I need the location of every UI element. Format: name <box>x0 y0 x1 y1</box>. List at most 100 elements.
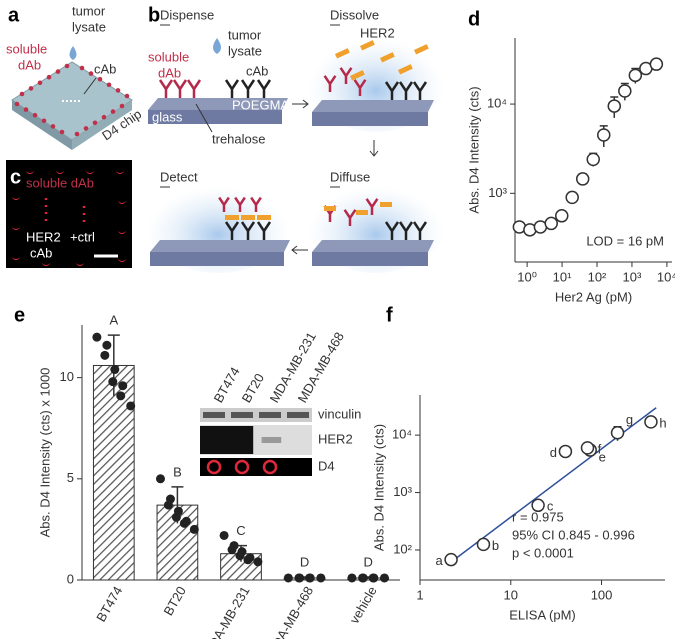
dot <box>379 573 389 583</box>
antibody <box>186 79 202 98</box>
point <box>531 498 545 513</box>
antibody <box>412 81 428 100</box>
panel-label: a <box>8 4 20 26</box>
spot <box>64 63 70 69</box>
spot <box>56 170 64 174</box>
her2 <box>380 202 392 207</box>
dot <box>253 557 263 567</box>
x-tick-label: vehicle <box>347 584 380 627</box>
cab-label: cAb <box>30 245 52 260</box>
spot <box>118 258 126 262</box>
antibody <box>398 81 414 100</box>
spot <box>116 170 124 174</box>
x-tick-label: 10² <box>588 269 607 284</box>
point <box>476 537 491 552</box>
x-tick-label: 1 <box>416 587 423 602</box>
glass-label: glass <box>152 109 183 124</box>
spot <box>19 91 25 97</box>
antibody <box>250 196 262 212</box>
point <box>618 84 632 98</box>
spot <box>97 76 103 82</box>
spot <box>50 124 56 129</box>
antibody <box>353 79 367 96</box>
x-tick-label: BT20 <box>160 584 189 618</box>
d4-spot <box>262 459 278 475</box>
dot <box>110 365 120 375</box>
antibody <box>412 221 428 240</box>
spot <box>110 109 116 114</box>
point <box>628 68 643 83</box>
y-tick-label: 10⁴ <box>487 96 507 111</box>
glass-slab <box>148 110 282 124</box>
inset-row: vinculin <box>318 406 361 421</box>
y-axis-label: Abs. D4 Intensity (cts) <box>466 86 481 213</box>
dot <box>100 350 110 360</box>
pointer <box>195 103 213 133</box>
her2 <box>350 70 365 81</box>
dot <box>358 573 368 583</box>
inset-row: HER2 <box>318 431 353 446</box>
antibody <box>224 221 240 240</box>
point <box>444 552 458 567</box>
dot <box>219 530 229 540</box>
dot <box>102 340 112 350</box>
cab-label: cAb <box>246 63 268 78</box>
her2 <box>225 215 239 220</box>
pointer <box>83 77 97 95</box>
panel-label: e <box>14 304 25 326</box>
spot <box>74 131 80 137</box>
ctrl-label: +ctrl <box>70 229 95 244</box>
step-label: Dispense <box>160 7 214 22</box>
y-tick-label: 10 <box>60 369 74 384</box>
dot <box>347 573 357 583</box>
her2 <box>398 64 413 75</box>
antibody <box>172 79 188 98</box>
x-axis-label: ELISA (pM) <box>509 607 575 622</box>
panel-label: d <box>468 8 480 30</box>
point <box>607 99 622 113</box>
dot <box>163 500 173 510</box>
blot-band <box>200 426 254 454</box>
blot-row <box>200 408 312 422</box>
lysate-label: tumor <box>228 27 262 42</box>
spot <box>106 82 112 88</box>
point-label: d <box>550 445 557 460</box>
dot <box>316 573 326 583</box>
arrow <box>291 245 308 255</box>
spot <box>32 112 38 118</box>
antibody <box>218 196 230 212</box>
point <box>558 444 573 459</box>
glass-slab <box>312 252 428 266</box>
dot <box>126 401 136 411</box>
d4-spot <box>206 459 222 475</box>
step-label: Dissolve <box>330 7 379 22</box>
antibody <box>256 79 272 98</box>
cab-label: HER2 <box>26 229 61 244</box>
x-tick-label: 10⁰ <box>517 269 537 284</box>
dot <box>118 381 128 391</box>
dot <box>116 391 126 401</box>
panel-label: c <box>10 166 21 188</box>
antibody <box>224 79 240 98</box>
soluble-label: soluble <box>6 41 47 56</box>
inset-column: BT20 <box>239 371 268 405</box>
y-tick-label: 10³ <box>393 484 412 499</box>
x-tick-label: BT474 <box>93 584 125 625</box>
spot <box>12 256 20 260</box>
her2 <box>360 40 375 51</box>
annotation: r = 0.975 <box>512 509 564 524</box>
annotation: LOD = 16 pM <box>586 233 664 248</box>
soluble-label: dAb <box>18 57 41 72</box>
spot <box>23 107 29 112</box>
blot-band <box>231 412 253 418</box>
dot <box>189 524 199 534</box>
x-tick-label: 10¹ <box>553 269 572 284</box>
arrow <box>369 140 379 157</box>
antibody <box>365 198 379 215</box>
antibody <box>384 81 400 100</box>
panel-label: f <box>386 304 393 326</box>
point <box>644 415 658 429</box>
trehalose-label: trehalose <box>212 131 265 146</box>
dot <box>92 332 102 342</box>
